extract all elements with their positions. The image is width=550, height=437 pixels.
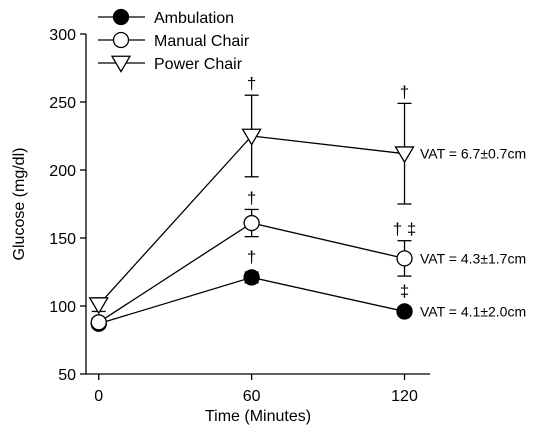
axes: 50 100 150 200 250 300 0 60 120 — [49, 27, 430, 405]
significance-mark: † — [247, 188, 256, 207]
x-tick-label: 60 — [243, 388, 261, 405]
vat-annotation: VAT = 4.1±2.0cm — [420, 303, 526, 319]
y-tick-label: 150 — [49, 231, 76, 248]
data-point — [243, 214, 260, 232]
legend-label: Manual Chair — [154, 33, 250, 50]
data-point — [241, 128, 262, 146]
data-point — [90, 314, 107, 331]
data-point — [396, 250, 413, 267]
significance-mark: † — [247, 74, 256, 93]
legend-label: Power Chair — [154, 56, 243, 73]
y-tick-label: 50 — [58, 367, 76, 384]
legend-entry: Manual Chair — [98, 31, 250, 50]
vat-annotation: VAT = 6.7±0.7cm — [420, 146, 526, 162]
legend-entry: Power Chair — [98, 55, 243, 73]
legend-entry: Ambulation — [98, 8, 234, 27]
x-axis-label: Time (Minutes) — [205, 408, 311, 425]
y-tick-label: 250 — [49, 95, 76, 112]
y-tick-label: 200 — [49, 163, 76, 180]
vat-annotation: VAT = 4.3±1.7cm — [420, 250, 526, 266]
legend-marker — [112, 31, 130, 49]
x-tick-label: 0 — [94, 388, 103, 405]
series-power-chair: † † VAT = 6.7±0.7cm — [88, 74, 526, 315]
y-tick-label: 100 — [49, 299, 76, 316]
significance-mark: † — [400, 82, 409, 101]
series-manual-chair: †† ‡VAT = 4.3±1.7cm — [90, 188, 526, 331]
significance-mark: † ‡ — [393, 220, 417, 239]
y-tick-label: 300 — [49, 27, 76, 44]
x-tick-label: 120 — [391, 388, 418, 405]
data-point — [88, 297, 109, 315]
significance-mark: ‡ — [400, 281, 409, 300]
y-axis-label: Glucose (mg/dl) — [11, 148, 28, 261]
data-point — [396, 303, 413, 320]
legend-label: Ambulation — [154, 10, 234, 27]
data-point — [243, 269, 260, 286]
significance-mark: † — [247, 247, 256, 266]
plot-area: † ‡ † † ‡VAT = 4.3±1.7cm † † VAT = 6.7±0.7cm VA… — [88, 74, 526, 332]
legend-marker — [110, 55, 132, 73]
legend-marker — [112, 8, 130, 26]
legend: Ambulation Manual Chair Power Chair — [98, 8, 250, 73]
data-point — [394, 146, 415, 164]
